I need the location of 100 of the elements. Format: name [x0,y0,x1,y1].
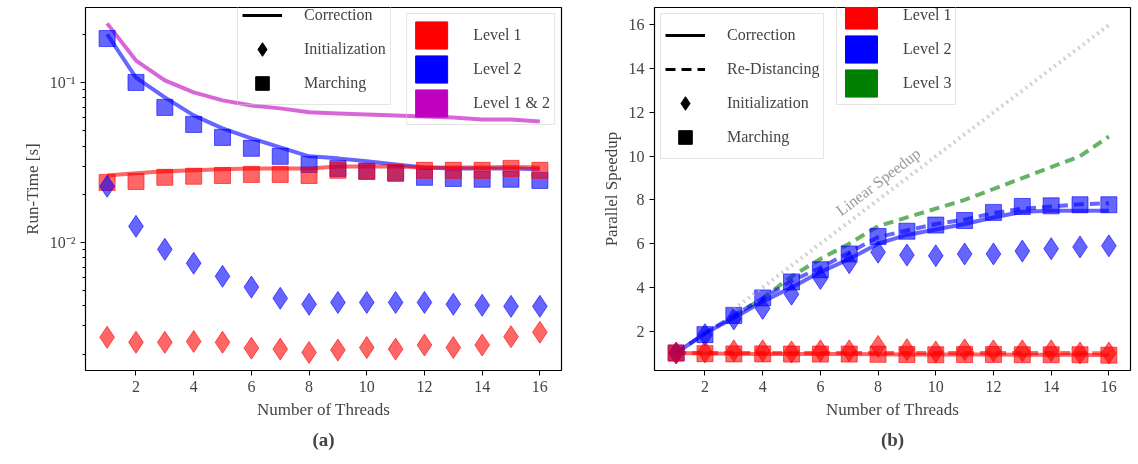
x-tick-label: 6 [816,377,825,395]
point [156,168,174,186]
x-tick-label: 6 [247,377,256,395]
point [300,166,318,184]
point [358,290,375,314]
point [243,275,260,299]
legend-label: Initialization [727,93,809,113]
point [725,306,743,324]
point [811,261,829,279]
point [444,161,462,179]
point [840,345,858,363]
legend-label: Correction [304,6,373,25]
x-tick-label: 12 [985,377,1002,395]
x-tick-label: 8 [305,377,314,395]
point [185,167,203,185]
point [1071,346,1089,364]
x-axis-title: Number of Threads [825,399,959,419]
legend-label: Level 2 [473,59,522,79]
y-tick-label: 10⁻² [49,233,76,251]
y-tick-label: 12 [628,103,645,121]
point [985,242,1002,266]
point [214,264,231,288]
point [1013,197,1031,215]
point [927,346,945,364]
point [415,161,433,179]
point [127,73,145,91]
legend-label: Correction [727,25,796,45]
point [956,346,974,364]
point [242,165,260,183]
point [725,345,743,363]
legend-label: Level 1 & 2 [473,93,550,113]
point [445,292,462,316]
point [272,286,289,310]
point [271,147,289,165]
point [387,290,404,314]
y-axis-title: Run-Time [s] [22,143,42,235]
point [185,329,202,353]
point [984,203,1002,221]
point [840,245,858,263]
y-tick-label: 10⁻¹ [49,73,76,91]
point [956,211,974,229]
point [387,337,404,361]
y-tick-label: 2 [636,322,645,340]
y-tick-label: 8 [636,191,645,209]
x-tick-label: 10 [927,377,944,395]
point [502,159,520,177]
x-tick-label: 14 [1043,377,1060,395]
point [531,161,549,179]
x-tick-label: 16 [531,377,548,395]
point [1042,197,1060,215]
legend-label: Level 2 [903,39,952,59]
legend-label: Initialization [304,39,386,59]
point [754,289,772,307]
point [272,337,289,361]
point [754,345,772,363]
y-tick-label: 16 [628,16,645,34]
point [214,128,232,146]
x-tick-label: 4 [758,377,767,395]
point [1100,346,1118,364]
point [927,216,945,234]
point [869,227,887,245]
y-tick-label: 10 [628,147,645,165]
point [214,166,232,184]
point [185,251,202,275]
point [98,30,116,48]
point [869,345,887,363]
point [1013,346,1031,364]
x-tick-label: 10 [358,377,375,395]
point [214,330,231,354]
point [783,345,801,363]
point [783,273,801,291]
x-tick-label: 16 [1100,377,1117,395]
point [1071,196,1089,214]
point [271,165,289,183]
point [1100,196,1118,214]
point [811,345,829,363]
point [416,333,433,357]
legend-label: Level 1 [473,25,522,45]
x-tick-label: 2 [700,377,709,395]
point [243,336,260,360]
x-tick-label: 2 [131,377,140,395]
point [358,336,375,360]
x-tick-label: 14 [474,377,491,395]
point [1042,346,1060,364]
y-axis-title: Parallel Speedup [601,131,621,247]
x-tick-label: 8 [874,377,883,395]
point [898,222,916,240]
point [127,173,145,191]
point [927,244,944,268]
legend-label: Level 3 [903,73,952,93]
text: (a) [312,428,335,451]
point [956,242,973,266]
legend-label: Marching [727,127,790,147]
point [984,346,1002,364]
point [1014,239,1031,263]
point [898,346,916,364]
legend-label: Marching [304,73,367,93]
point [473,161,491,179]
y-tick-label: 4 [636,278,645,296]
y-tick-label: 14 [628,60,645,78]
